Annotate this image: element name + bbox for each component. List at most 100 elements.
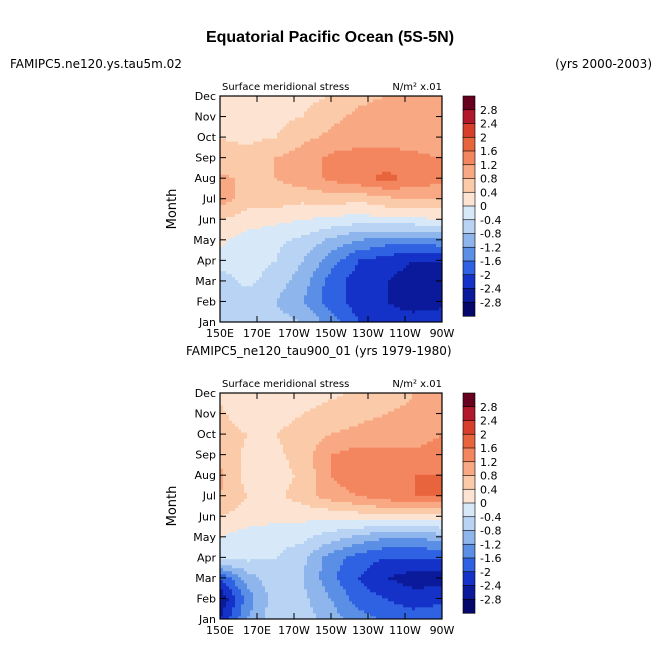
field-cell [376, 231, 380, 236]
field-cell [343, 144, 347, 148]
field-cell [376, 234, 380, 239]
field-cell [286, 210, 290, 214]
field-cell [403, 129, 407, 133]
field-cell [406, 168, 410, 172]
field-cell [337, 168, 341, 172]
field-cell [268, 150, 272, 154]
field-cell [310, 285, 314, 290]
field-cell [298, 120, 302, 124]
field-cell [376, 156, 380, 160]
field-cell [322, 285, 326, 290]
field-cell [322, 171, 326, 175]
field-cell [310, 171, 314, 175]
field-cell [268, 147, 272, 151]
field-cell [253, 138, 257, 142]
field-cell [274, 264, 278, 269]
field-cell [223, 306, 227, 311]
field-cell [241, 252, 245, 257]
field-cell [319, 222, 323, 226]
field-cell [232, 159, 236, 163]
field-cell [286, 204, 290, 208]
field-cell [388, 273, 392, 278]
field-cell [313, 150, 317, 154]
field-cell [391, 252, 395, 257]
field-cell [307, 249, 311, 254]
field-cell [304, 192, 308, 196]
field-cell [235, 132, 239, 136]
field-cell [283, 216, 287, 220]
field-cell [244, 150, 248, 154]
field-cell [289, 174, 293, 178]
field-cell [277, 225, 281, 229]
field-cell [394, 180, 398, 184]
field-cell [346, 240, 350, 245]
field-cell [250, 150, 254, 154]
field-cell [427, 195, 431, 199]
field-cell [370, 129, 374, 133]
field-cell [265, 309, 269, 314]
field-cell [307, 267, 311, 272]
field-cell [265, 303, 269, 308]
field-cell [406, 207, 410, 211]
field-cell [379, 171, 383, 175]
field-cell [223, 234, 227, 239]
field-cell [265, 138, 269, 142]
field-cell [400, 216, 404, 220]
field-cell [262, 147, 266, 151]
field-cell [397, 180, 401, 184]
field-cell [373, 180, 377, 184]
field-cell [229, 192, 233, 196]
field-cell [316, 309, 320, 314]
field-cell [247, 156, 251, 160]
field-cell [430, 192, 434, 196]
field-cell [382, 270, 386, 275]
field-cell [376, 162, 380, 166]
field-cell [250, 165, 254, 169]
field-cell [406, 135, 410, 139]
field-cell [319, 207, 323, 211]
field-cell [409, 273, 413, 278]
field-cell [370, 132, 374, 136]
field-cell [355, 177, 359, 181]
field-cell [421, 150, 425, 154]
field-cell [337, 267, 341, 272]
field-cell [430, 231, 434, 236]
field-cell [403, 141, 407, 145]
field-cell [349, 120, 353, 124]
field-cell [268, 264, 272, 269]
field-cell [400, 210, 404, 214]
field-cell [397, 153, 401, 157]
field-cell [220, 138, 224, 142]
field-cell [286, 153, 290, 157]
field-cell [355, 174, 359, 178]
field-cell [397, 129, 401, 133]
field-cell [229, 129, 233, 133]
field-cell [367, 138, 371, 142]
field-cell [244, 219, 248, 223]
field-cell [337, 234, 341, 239]
field-cell [310, 162, 314, 166]
field-cell [250, 132, 254, 136]
field-cell [397, 204, 401, 208]
field-cell [358, 294, 362, 299]
field-cell [355, 318, 359, 323]
field-cell [430, 135, 434, 139]
field-cell [223, 297, 227, 302]
field-cell [274, 246, 278, 251]
field-cell [325, 240, 329, 245]
field-cell [331, 243, 335, 248]
field-cell [373, 282, 377, 287]
field-cell [226, 189, 230, 193]
field-cell [340, 294, 344, 299]
field-cell [397, 279, 401, 284]
field-cell [289, 201, 293, 205]
field-cell [379, 159, 383, 163]
field-cell [325, 231, 329, 236]
field-cell [307, 279, 311, 284]
field-cell [346, 276, 350, 281]
field-cell [403, 231, 407, 236]
field-cell [274, 303, 278, 308]
field-cell [364, 186, 368, 190]
field-cell [370, 147, 374, 151]
field-cell [283, 174, 287, 178]
